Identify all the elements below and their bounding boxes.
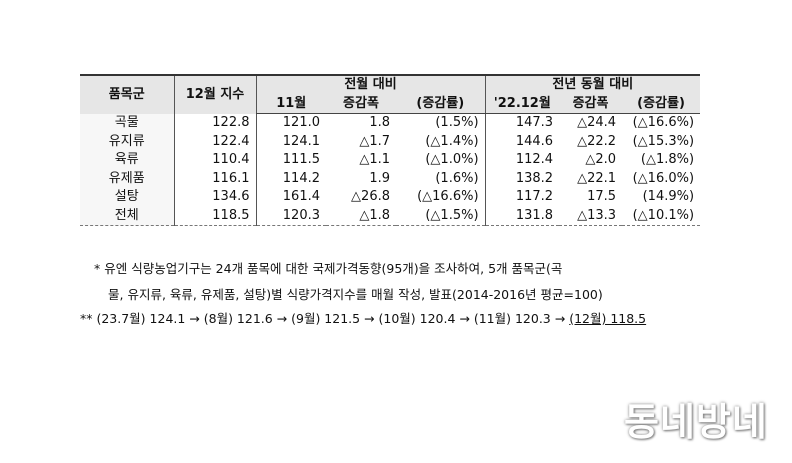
cell-mchg: △26.8 xyxy=(351,189,390,205)
row-category: 전체 xyxy=(80,206,174,226)
cell-mrate: (△1.0%) xyxy=(425,152,479,168)
cell-ychg: △2.0 xyxy=(585,152,617,168)
cell-yrate: (△1.8%) xyxy=(640,152,695,168)
cell-mrate: (△1.5%) xyxy=(396,206,486,226)
cell-nov: 120.3 xyxy=(255,206,326,226)
cell-ly: 138.2 xyxy=(484,169,560,188)
row-category: 설탕 xyxy=(80,188,174,207)
cell-dec: 116.1 xyxy=(173,169,256,188)
header-change2: 증감폭 xyxy=(559,94,623,114)
cell-mchg: 1.8 xyxy=(369,115,390,131)
cell-mchg: △1.1 xyxy=(359,152,390,168)
header-row-2: 11월 증감폭 (증감률) '22.12월 증감폭 (증감률) xyxy=(80,94,701,114)
cell-nov: 124.1 xyxy=(255,132,326,151)
watermark-logo: 동네방네 xyxy=(624,400,768,444)
cell-mrate: (1.6%) xyxy=(435,170,479,186)
food-price-index-table: 품목군 12월 지수 전월 대비 전년 동월 대비 11월 증감폭 (증감률) … xyxy=(80,74,701,226)
footnote-2-main: ** (23.7월) 124.1 → (8월) 121.6 → (9월) 121… xyxy=(80,311,570,326)
footnote-2-last: (12월) 118.5 xyxy=(569,311,647,326)
cell-yrate: (14.9%) xyxy=(642,189,695,205)
cell-nov: 121.0 xyxy=(255,113,326,133)
cell-ychg: △24.4 xyxy=(577,115,617,131)
cell-dec: 122.4 xyxy=(173,132,256,151)
header-prev-month-group: 전월 대비 xyxy=(255,74,486,95)
cell-ly: 117.2 xyxy=(484,188,560,207)
table-row: 곡물 122.8 121.0 1.8 (1.5%) 147.3 △24.4 (△16.6%) xyxy=(80,113,700,133)
cell-nov: 111.5 xyxy=(255,151,326,170)
header-category: 품목군 xyxy=(80,74,174,114)
header-change-rate: (증감률) xyxy=(396,94,486,114)
cell-mchg: 1.9 xyxy=(369,170,390,186)
row-category: 유제품 xyxy=(80,169,174,188)
cell-ly: 131.8 xyxy=(484,206,560,226)
cell-mrate: (△1.4%) xyxy=(425,133,479,149)
cell-mrate: (△16.6%) xyxy=(417,189,479,205)
cell-yrate: (△16.6%) xyxy=(632,115,695,131)
cell-ychg: △22.1 xyxy=(577,170,617,186)
header-nov: 11월 xyxy=(255,94,326,114)
row-category: 유지류 xyxy=(80,132,174,151)
table-row: 유지류 122.4 124.1 △1.7 (△1.4%) 144.6 △22.2 (△15.3… xyxy=(80,132,700,151)
cell-nov: 114.2 xyxy=(255,169,326,188)
cell-nov: 161.4 xyxy=(255,188,326,207)
header-change-rate2: (증감률) xyxy=(622,94,701,114)
cell-ly: 147.3 xyxy=(484,113,560,133)
row-category: 곡물 xyxy=(80,113,174,133)
footnote-1-line-1: * 유엔 식량농업기구는 24개 품목에 대한 국제가격동향(95개)을 조사하… xyxy=(94,261,563,276)
table-row: 유제품 116.1 114.2 1.9 (1.6%) 138.2 △22.1 (△16.0%) xyxy=(80,169,700,188)
cell-yrate: (△16.0%) xyxy=(632,170,695,186)
row-category: 육류 xyxy=(80,151,174,170)
cell-ychg: 17.5 xyxy=(587,189,617,205)
cell-ly: 112.4 xyxy=(484,151,560,170)
cell-mchg: △1.7 xyxy=(359,133,390,149)
cell-yrate: (△15.3%) xyxy=(632,133,695,149)
cell-dec: 122.8 xyxy=(173,113,256,133)
cell-ychg: △13.3 xyxy=(559,206,623,226)
cell-ychg: △22.2 xyxy=(577,133,617,149)
table-row: 설탕 134.6 161.4 △26.8 (△16.6%) 117.2 17.5 (14.9%… xyxy=(80,188,700,207)
header-prev-year-group: 전년 동월 대비 xyxy=(484,74,701,95)
header-change: 증감폭 xyxy=(326,94,396,114)
table-body: 곡물 122.8 121.0 1.8 (1.5%) 147.3 △24.4 (△16.6%) 유… xyxy=(80,113,701,226)
cell-mrate: (1.5%) xyxy=(435,115,479,131)
footnote-1-line-2: 물, 유지류, 육류, 유제품, 설탕)별 식량가격지수를 매월 작성, 발표(… xyxy=(108,287,603,302)
table-row: 육류 110.4 111.5 △1.1 (△1.0%) 112.4 △2.0 (△1.8%) xyxy=(80,151,700,170)
footnote-2: ** (23.7월) 124.1 → (8월) 121.6 → (9월) 121… xyxy=(80,308,646,327)
cell-mchg: △1.8 xyxy=(326,206,396,226)
header-row-1: 품목군 12월 지수 전월 대비 전년 동월 대비 xyxy=(80,74,701,114)
cell-ly: 144.6 xyxy=(484,132,560,151)
cell-yrate: (△10.1%) xyxy=(622,206,701,226)
header-dec-index: 12월 지수 xyxy=(173,74,256,114)
header-dec22: '22.12월 xyxy=(484,94,560,114)
cell-dec: 110.4 xyxy=(173,151,256,170)
cell-dec: 118.5 xyxy=(173,206,256,226)
cell-dec: 134.6 xyxy=(173,188,256,207)
table-row: 전체 118.5 120.3 △1.8 (△1.5%) 131.8 △13.3 (△10.1%… xyxy=(80,206,701,226)
